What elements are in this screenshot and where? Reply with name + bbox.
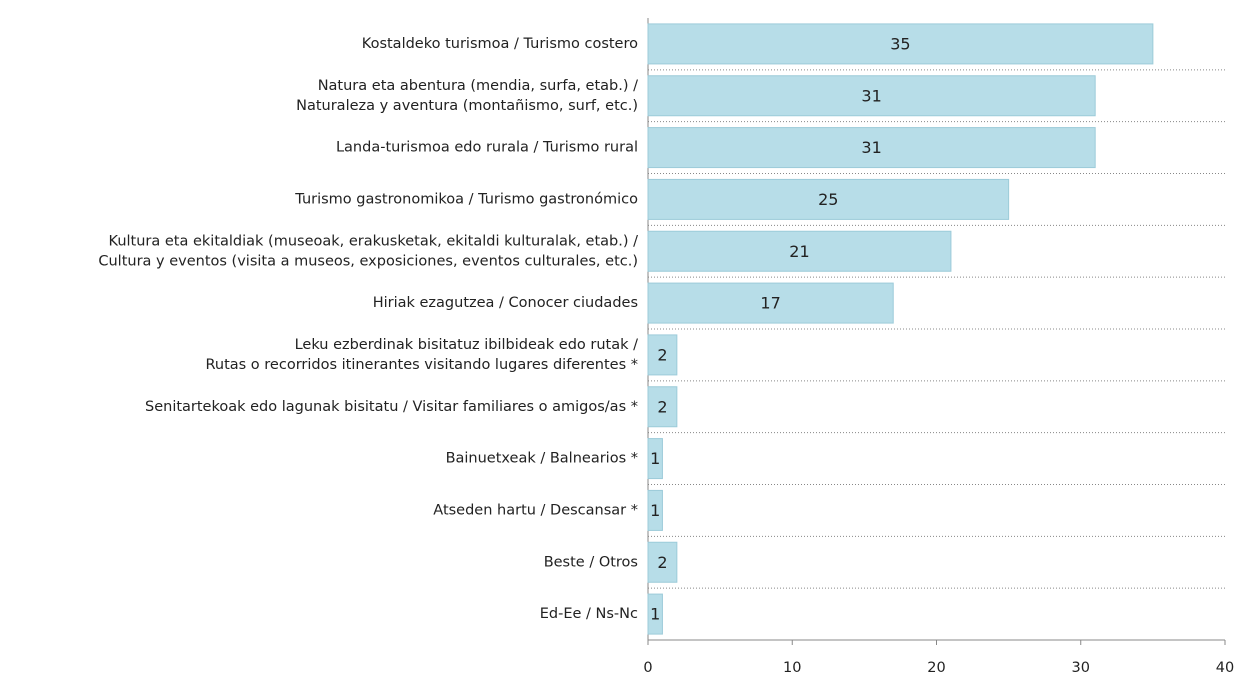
y-tick-label: Beste / Otros xyxy=(544,554,638,570)
y-tick-label: Kostaldeko turismoa / Turismo costero xyxy=(362,36,638,52)
x-tick-label: 40 xyxy=(1216,660,1234,676)
bar xyxy=(647,593,663,635)
bar xyxy=(647,282,894,324)
y-tick-label: Bainuetxeak / Balnearios * xyxy=(446,451,638,467)
bar xyxy=(647,334,678,376)
y-tick-label: Cultura y eventos (visita a museos, expo… xyxy=(98,253,638,269)
data-label: 35 xyxy=(890,34,910,53)
y-tick-label: Leku ezberdinak bisitatuz ibilbideak edo… xyxy=(295,337,639,353)
bar xyxy=(647,230,952,272)
data-label: 25 xyxy=(818,190,838,209)
y-tick-label: Kultura eta ekitaldiak (museoak, erakusk… xyxy=(109,233,639,249)
y-tick-label: Turismo gastronomikoa / Turismo gastronó… xyxy=(294,191,638,207)
bar xyxy=(647,541,678,583)
data-label: 1 xyxy=(650,605,660,624)
bar xyxy=(647,23,1154,65)
x-tick-label: 20 xyxy=(927,660,945,676)
data-label: 31 xyxy=(861,86,881,105)
data-label: 31 xyxy=(861,138,881,157)
data-label: 21 xyxy=(789,242,809,261)
y-tick-label: Landa-turismoa edo rurala / Turismo rura… xyxy=(336,140,638,156)
bar xyxy=(647,127,1096,169)
data-label: 17 xyxy=(760,294,780,313)
y-tick-label: Ed-Ee / Ns-Nc xyxy=(540,606,638,622)
data-label: 1 xyxy=(650,449,660,468)
y-tick-label: Hiriak ezagutzea / Conocer ciudades xyxy=(373,295,638,311)
y-tick-label: Atseden hartu / Descansar * xyxy=(433,502,638,518)
data-label: 1 xyxy=(650,501,660,520)
bar xyxy=(647,75,1096,117)
x-tick-label: 10 xyxy=(783,660,801,676)
x-tick-label: 0 xyxy=(643,660,652,676)
data-label: 2 xyxy=(657,345,667,364)
y-tick-label: Rutas o recorridos itinerantes visitando… xyxy=(205,357,638,373)
bar xyxy=(647,438,663,480)
bar xyxy=(647,386,678,428)
x-tick-label: 30 xyxy=(1072,660,1090,676)
y-tick-label: Natura eta abentura (mendia, surfa, etab… xyxy=(318,78,638,94)
y-tick-label: Senitartekoak edo lagunak bisitatu / Vis… xyxy=(145,399,638,415)
y-tick-label: Naturaleza y aventura (montañismo, surf,… xyxy=(296,98,638,114)
bar xyxy=(647,489,663,531)
data-label: 2 xyxy=(657,397,667,416)
bar xyxy=(647,178,1010,220)
data-label: 2 xyxy=(657,553,667,572)
